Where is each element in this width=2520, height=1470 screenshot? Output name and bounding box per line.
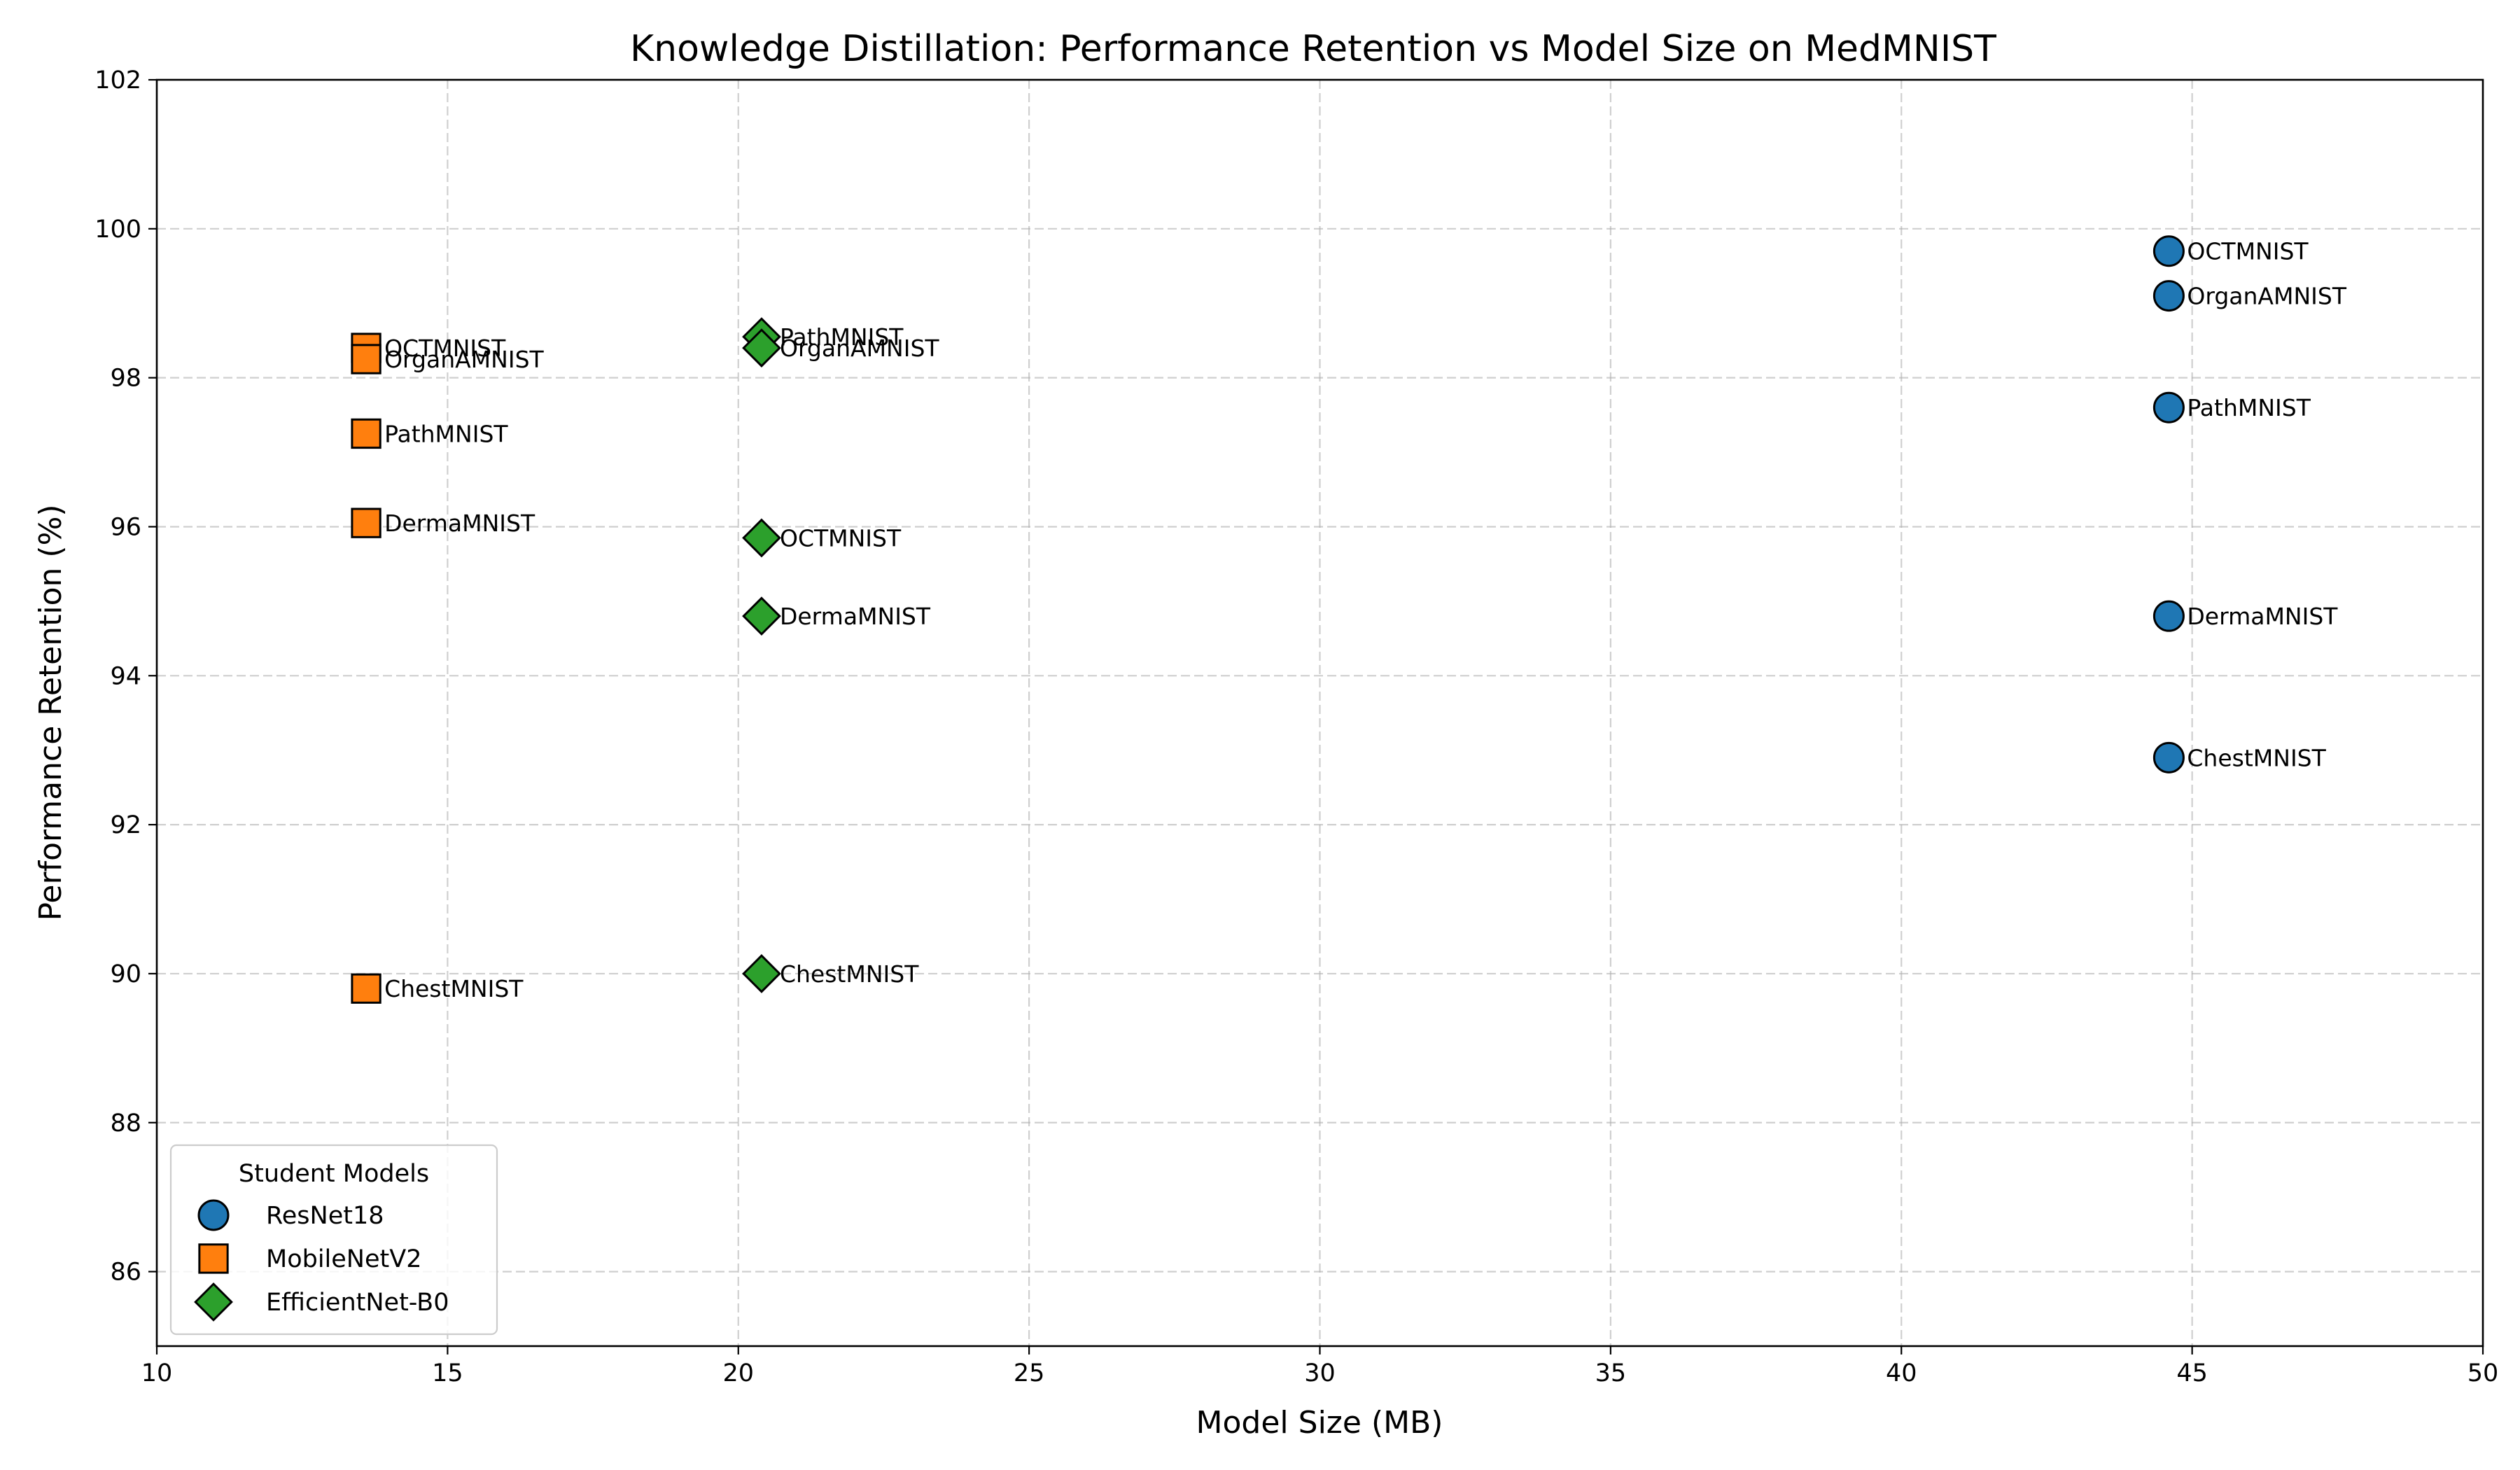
point-label: OCTMNIST (2187, 238, 2309, 265)
point-label: PathMNIST (2187, 394, 2311, 421)
data-point-square (351, 344, 382, 374)
data-point-circle (2152, 391, 2185, 424)
y-tick-label: 88 (110, 1110, 141, 1138)
y-tick-label: 96 (110, 513, 141, 541)
data-point-circle (2152, 741, 2185, 774)
data-point-diamond (742, 954, 781, 993)
legend-marker-circle (197, 1199, 230, 1231)
x-tick-label: 20 (722, 1359, 754, 1387)
legend-marker-square (198, 1243, 229, 1274)
legend-label: MobileNetV2 (266, 1245, 421, 1273)
x-tick-label: 25 (1014, 1359, 1045, 1387)
axis-ticks: 10 15 20 25 30 35 40 45 50 86 88 90 92 94 96 98 100 102 (94, 66, 2498, 1387)
legend-marker-diamond (194, 1282, 233, 1322)
x-tick-label: 15 (432, 1359, 463, 1387)
point-label: DermaMNIST (2187, 603, 2338, 630)
y-tick-label: 98 (110, 365, 141, 393)
data-point-circle (2152, 280, 2185, 312)
y-tick-label: 100 (94, 216, 141, 244)
x-tick-label: 35 (1595, 1359, 1627, 1387)
point-label: PathMNIST (384, 420, 508, 447)
y-tick-label: 94 (110, 662, 141, 690)
point-label: PathMNIST (780, 323, 904, 351)
legend: Student Models ResNet18 MobileNetV2 Effici… (169, 1144, 498, 1336)
data-point-diamond (742, 596, 781, 636)
plot-frame (155, 78, 2484, 1348)
y-tick-label: 90 (110, 960, 141, 988)
data-points (351, 235, 2185, 1004)
legend-title: Student Models (239, 1160, 429, 1188)
data-point-square (351, 973, 382, 1004)
point-label: ChestMNIST (2187, 744, 2326, 771)
x-tick-label: 45 (2176, 1359, 2208, 1387)
legend-label: EfficientNet-B0 (266, 1289, 449, 1317)
data-point-circle (2152, 600, 2185, 632)
point-label: ChestMNIST (780, 960, 919, 988)
point-label: DermaMNIST (780, 603, 931, 630)
data-point-square (351, 507, 382, 538)
data-point-square (351, 418, 382, 449)
point-label: OrganAMNIST (2187, 283, 2346, 310)
x-tick-label: 30 (1304, 1359, 1336, 1387)
x-tick-label: 10 (141, 1359, 173, 1387)
x-axis-label: Model Size (MB) (1196, 1405, 1443, 1441)
legend-box (169, 1144, 498, 1336)
x-tick-label: 50 (2468, 1359, 2499, 1387)
y-tick-label: 92 (110, 811, 141, 839)
legend-label: ResNet18 (266, 1202, 384, 1230)
y-tick-label: 86 (110, 1259, 141, 1287)
point-label: OCTMNIST (384, 335, 506, 362)
point-label: OrganAMNIST (384, 346, 544, 373)
data-point-diamond (742, 518, 781, 558)
grid (157, 80, 2483, 1346)
data-point-circle (2152, 235, 2185, 267)
chart-title: Knowledge Distillation: Performance Rete… (630, 28, 1996, 70)
point-labels: OCTMNISTOrganAMNISTPathMNISTDermaMNISTCh… (384, 238, 2347, 1002)
point-label: DermaMNIST (384, 510, 536, 537)
point-label: ChestMNIST (384, 975, 524, 1002)
y-tick-label: 102 (94, 66, 141, 94)
point-label: OrganAMNIST (780, 335, 939, 362)
y-axis-label: Performance Retention (%) (33, 504, 69, 920)
point-label: OCTMNIST (780, 524, 902, 552)
x-tick-label: 40 (1886, 1359, 1917, 1387)
data-point-diamond (742, 328, 781, 368)
